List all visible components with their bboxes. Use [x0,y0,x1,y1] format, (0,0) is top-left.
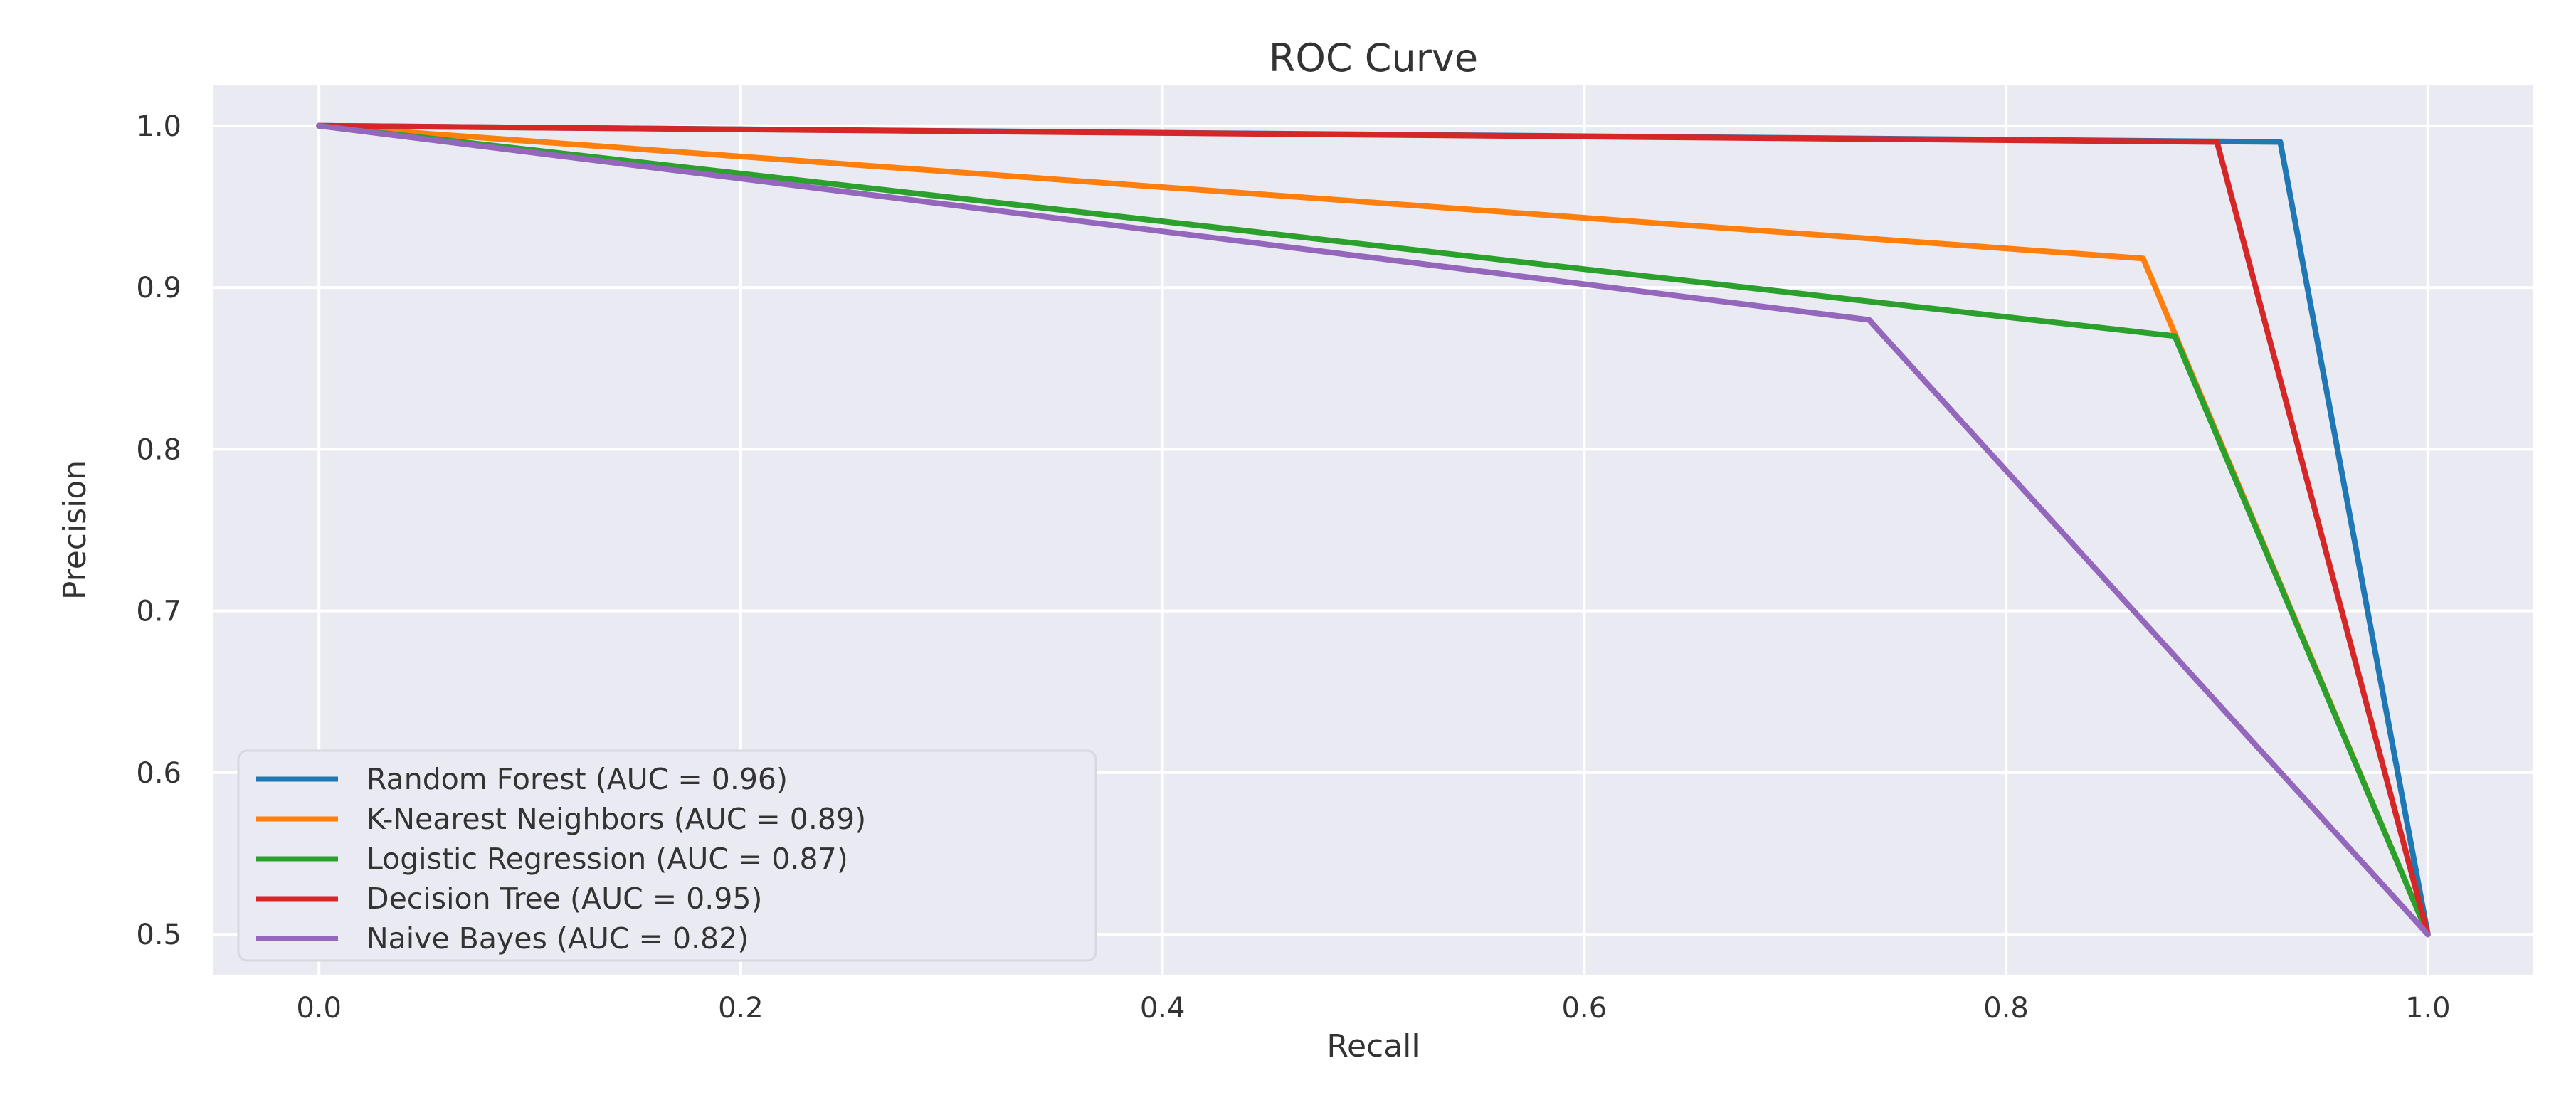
y-tick-label: 0.5 [136,919,181,951]
legend-entry-label: Logistic Regression (AUC = 0.87) [366,842,848,876]
x-tick-label: 0.2 [718,992,764,1025]
x-tick-label: 0.4 [1140,992,1186,1025]
y-tick-label: 0.6 [136,757,181,790]
y-tick-labels: 0.5 0.6 0.7 0.8 0.9 1.0 [136,110,181,951]
series-line-3 [316,122,2431,938]
x-axis-label: Recall [1326,1028,1420,1064]
legend-entry-label: Random Forest (AUC = 0.96) [366,762,788,796]
x-tick-label: 0.6 [1562,992,1608,1025]
x-tick-labels: 0.0 0.2 0.4 0.6 0.8 1.0 [296,992,2450,1025]
legend-entry-label: Decision Tree (AUC = 0.95) [366,882,762,916]
y-tick-label: 1.0 [136,110,181,143]
x-tick-label: 1.0 [2405,992,2451,1025]
series-line-4 [316,122,2431,938]
legend-entry-label: Naive Bayes (AUC = 0.82) [366,921,749,956]
y-tick-label: 0.9 [136,272,181,305]
y-axis-label: Precision [57,460,93,600]
legend-entry-label: K-Nearest Neighbors (AUC = 0.89) [366,802,866,836]
chart-title: ROC Curve [1269,36,1478,80]
x-tick-label: 0.8 [1983,992,2029,1025]
legend-box [237,749,1097,962]
series-line-5 [316,122,2431,938]
legend: Random Forest (AUC = 0.96) K-Nearest Neig… [237,749,1097,962]
y-tick-label: 0.7 [136,596,181,628]
y-tick-label: 0.8 [136,433,181,466]
x-tick-label: 0.0 [296,992,342,1025]
series-lines [316,122,2431,938]
